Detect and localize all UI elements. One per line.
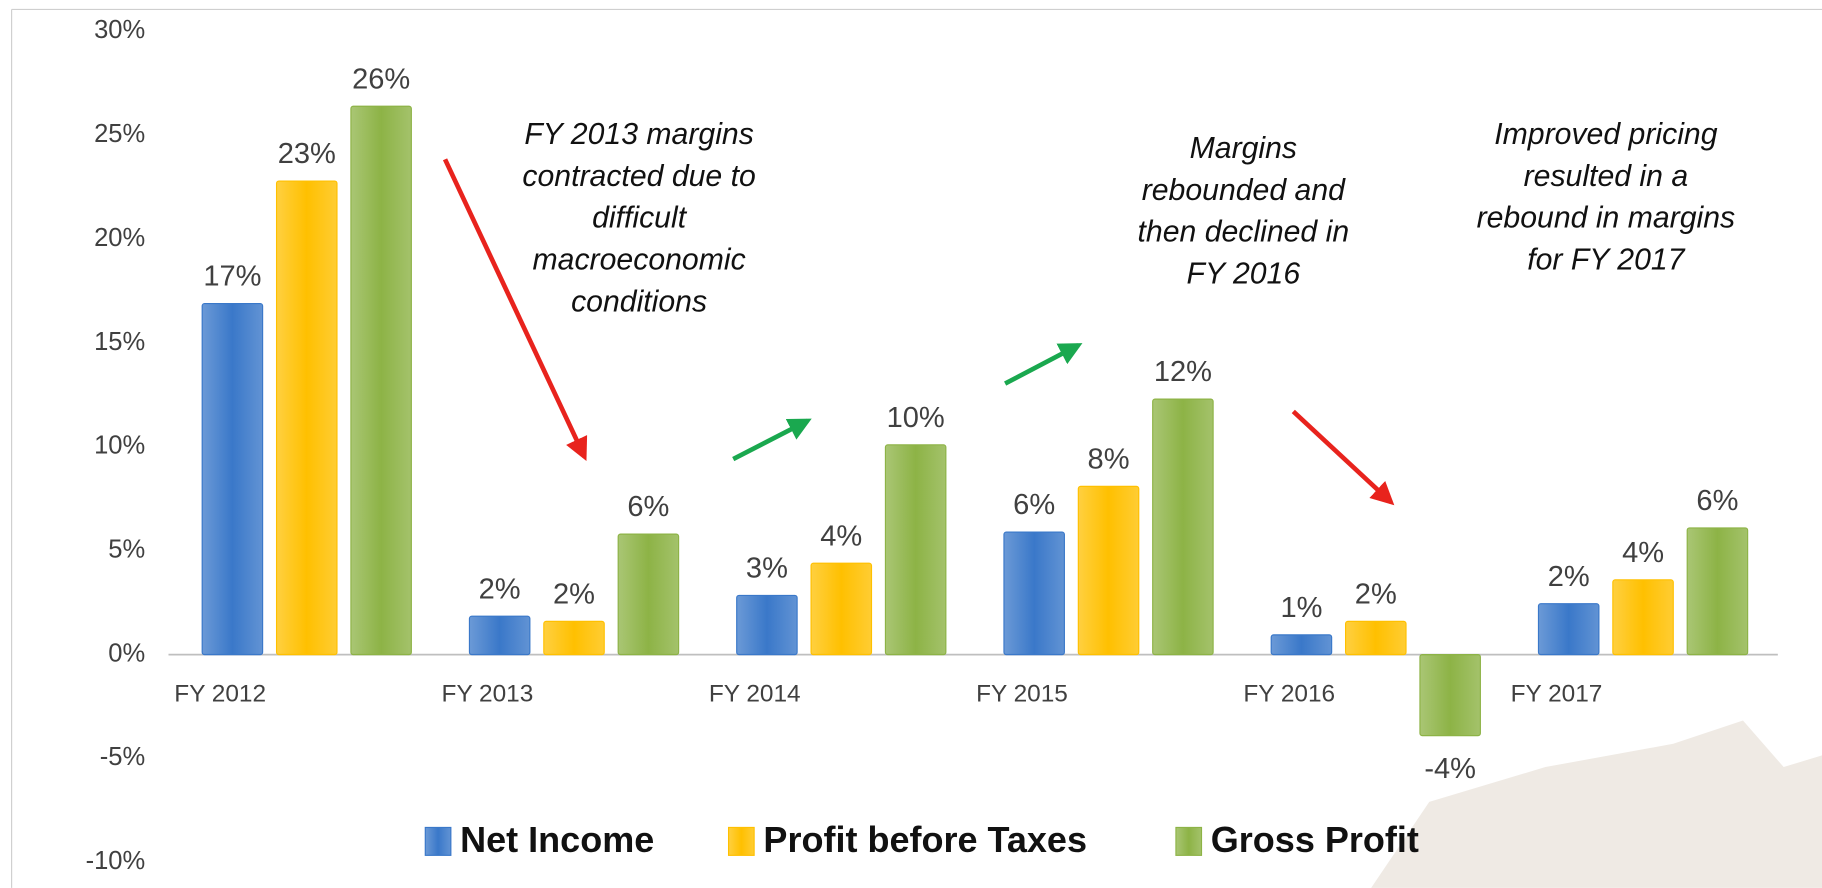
annotation: then declined in — [1138, 216, 1350, 249]
value-label: 6% — [627, 491, 669, 523]
y-tick-label: -5% — [100, 743, 145, 771]
x-tick-label: FY 2014 — [709, 680, 801, 707]
bar — [1271, 635, 1331, 655]
x-tick-label: FY 2016 — [1243, 680, 1335, 707]
bar — [1346, 621, 1406, 654]
bar — [811, 563, 871, 654]
y-tick-label: 15% — [94, 328, 145, 356]
annotation: difficult — [592, 202, 688, 235]
bar — [618, 534, 678, 654]
page: {"chart_data": {"type": "bar", "categori… — [0, 0, 1822, 888]
chart: -10% -5% 0% 5% 10% 15% 20% 25% 30% FY 2012 17% 23% 2… — [0, 0, 1822, 888]
legend-label: Gross Profit — [1211, 819, 1419, 860]
value-label: 17% — [203, 261, 261, 293]
annotation: contracted due to — [522, 160, 755, 193]
annotation: rebound in margins — [1477, 202, 1736, 235]
bar — [1687, 528, 1747, 655]
y-tick-label: 0% — [108, 639, 145, 667]
arrow — [733, 421, 807, 459]
bar — [277, 181, 337, 655]
value-label: 26% — [352, 63, 410, 95]
bar — [544, 621, 604, 654]
value-label: 2% — [479, 573, 521, 605]
annotation: rebounded and — [1142, 174, 1346, 207]
annotation: resulted in a — [1524, 160, 1689, 193]
legend-swatch — [1176, 827, 1202, 855]
value-label: -4% — [1424, 753, 1476, 785]
value-label: 2% — [553, 578, 595, 610]
value-label: 2% — [1355, 578, 1397, 610]
x-tick-label: FY 2012 — [174, 680, 266, 707]
value-label: 12% — [1154, 356, 1212, 388]
y-tick-label: 5% — [108, 536, 145, 564]
x-tick-label: FY 2013 — [442, 680, 534, 707]
legend-swatch — [729, 827, 755, 855]
bar — [885, 445, 945, 655]
value-label: 4% — [1622, 537, 1664, 569]
value-label: 4% — [820, 520, 862, 552]
value-label: 2% — [1548, 561, 1590, 593]
bar — [202, 304, 262, 655]
value-label: 1% — [1280, 592, 1322, 624]
background-rock — [1371, 721, 1822, 888]
value-label: 6% — [1696, 485, 1738, 517]
y-tick-label: -10% — [86, 847, 146, 875]
value-label: 23% — [278, 138, 336, 170]
value-label: 3% — [746, 553, 788, 585]
annotation: Improved pricing — [1494, 118, 1717, 151]
annotation: conditions — [571, 285, 707, 318]
bar — [469, 616, 529, 654]
arrow — [1293, 411, 1391, 502]
y-tick-label: 30% — [94, 16, 145, 44]
annotation: FY 2013 margins — [524, 118, 753, 151]
annotation: FY 2016 — [1187, 257, 1301, 290]
annotation: macroeconomic — [533, 244, 746, 277]
y-tick-label: 25% — [94, 120, 145, 148]
bar — [737, 595, 797, 654]
bar — [1613, 580, 1673, 655]
x-tick-label: FY 2015 — [976, 680, 1068, 707]
value-label: 6% — [1013, 489, 1055, 521]
legend-swatch — [425, 827, 451, 855]
y-tick-label: 10% — [94, 432, 145, 460]
bar — [351, 106, 411, 654]
annotation: for FY 2017 — [1527, 244, 1685, 277]
arrow — [1005, 345, 1078, 383]
annotation: Margins — [1190, 132, 1297, 165]
bar — [1004, 532, 1064, 655]
x-tick-label: FY 2017 — [1511, 680, 1603, 707]
value-label: 8% — [1088, 443, 1130, 475]
bar — [1538, 604, 1598, 655]
bar — [1078, 486, 1138, 654]
bar — [1153, 399, 1213, 654]
legend-label: Net Income — [460, 819, 654, 860]
y-tick-label: 20% — [94, 224, 145, 252]
value-label: 10% — [887, 402, 945, 434]
bar — [1420, 655, 1480, 736]
arrow — [445, 159, 584, 456]
legend-label: Profit before Taxes — [763, 819, 1087, 860]
